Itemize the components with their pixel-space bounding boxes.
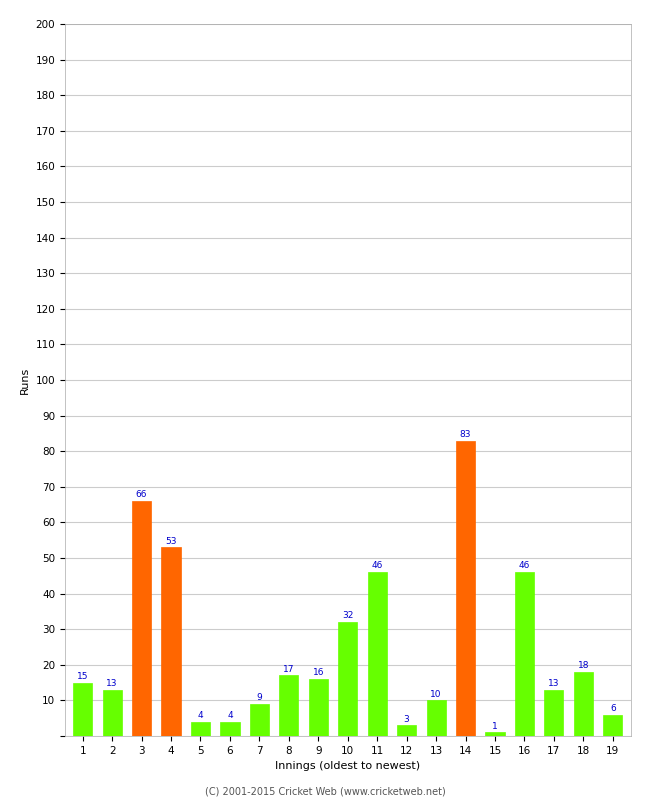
Bar [574, 672, 593, 736]
Text: 6: 6 [610, 704, 616, 713]
Bar [368, 572, 387, 736]
Text: 32: 32 [342, 611, 354, 620]
Bar [397, 726, 416, 736]
Text: 10: 10 [430, 690, 442, 698]
Y-axis label: Runs: Runs [20, 366, 30, 394]
Bar [309, 679, 328, 736]
Text: 13: 13 [107, 679, 118, 688]
Text: 18: 18 [578, 661, 589, 670]
Text: 1: 1 [492, 722, 498, 730]
Bar [486, 733, 504, 736]
Text: 13: 13 [548, 679, 560, 688]
Text: 17: 17 [283, 665, 294, 674]
Text: 4: 4 [227, 711, 233, 720]
Bar [338, 622, 358, 736]
X-axis label: Innings (oldest to newest): Innings (oldest to newest) [275, 762, 421, 771]
Text: 4: 4 [198, 711, 203, 720]
Text: 9: 9 [257, 693, 262, 702]
Bar [132, 501, 151, 736]
Text: 46: 46 [519, 562, 530, 570]
Bar [426, 701, 446, 736]
Text: 15: 15 [77, 672, 88, 681]
Text: 53: 53 [165, 537, 177, 546]
Bar [161, 547, 181, 736]
Bar [73, 682, 92, 736]
Text: 66: 66 [136, 490, 148, 499]
Bar [191, 722, 210, 736]
Bar [220, 722, 239, 736]
Bar [250, 704, 269, 736]
Bar [103, 690, 122, 736]
Bar [544, 690, 564, 736]
Bar [456, 441, 475, 736]
Bar [280, 675, 298, 736]
Text: 46: 46 [372, 562, 383, 570]
Text: (C) 2001-2015 Cricket Web (www.cricketweb.net): (C) 2001-2015 Cricket Web (www.cricketwe… [205, 786, 445, 796]
Bar [603, 714, 623, 736]
Bar [515, 572, 534, 736]
Text: 3: 3 [404, 714, 410, 723]
Text: 83: 83 [460, 430, 471, 438]
Text: 16: 16 [313, 668, 324, 678]
